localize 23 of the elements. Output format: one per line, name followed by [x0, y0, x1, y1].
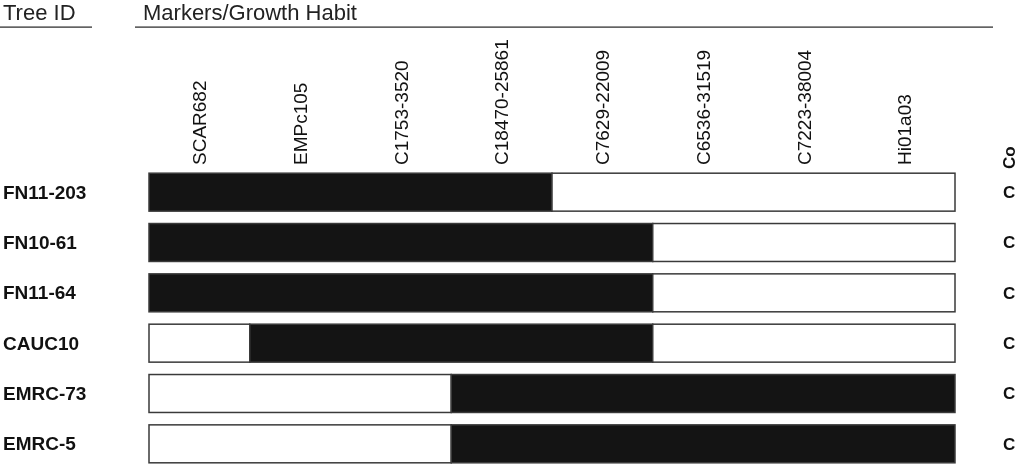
y-tick-label: EMRC-73 — [3, 383, 87, 405]
text: C — [1003, 233, 1016, 253]
text: C — [1003, 183, 1016, 203]
text: C18470-25861 — [491, 39, 513, 165]
text: C — [1003, 384, 1016, 404]
text: Co — [999, 146, 1017, 169]
text: Markers/Growth Habit — [143, 0, 357, 25]
text: C6536-31519 — [692, 49, 714, 165]
text: C1753-3520 — [390, 60, 412, 165]
y-tick-label: CAUC10 — [3, 332, 80, 354]
text: SCAR682 — [189, 80, 211, 165]
text: Tree ID — [3, 0, 76, 25]
y-tick-label: FN10-61 — [3, 232, 78, 254]
y-tick-label: FN11-64 — [3, 282, 77, 304]
text: EMPc105 — [289, 82, 311, 165]
text: Hi01a03 — [894, 94, 916, 165]
y-tick-label: EMRC-5 — [3, 433, 77, 455]
text: C7223-38004 — [793, 49, 815, 165]
text: C7629-22009 — [592, 49, 614, 165]
y-tick-label: FN11-203 — [3, 181, 87, 203]
text: C — [1003, 283, 1016, 303]
text: C — [1003, 434, 1016, 454]
text: C — [1003, 334, 1016, 354]
